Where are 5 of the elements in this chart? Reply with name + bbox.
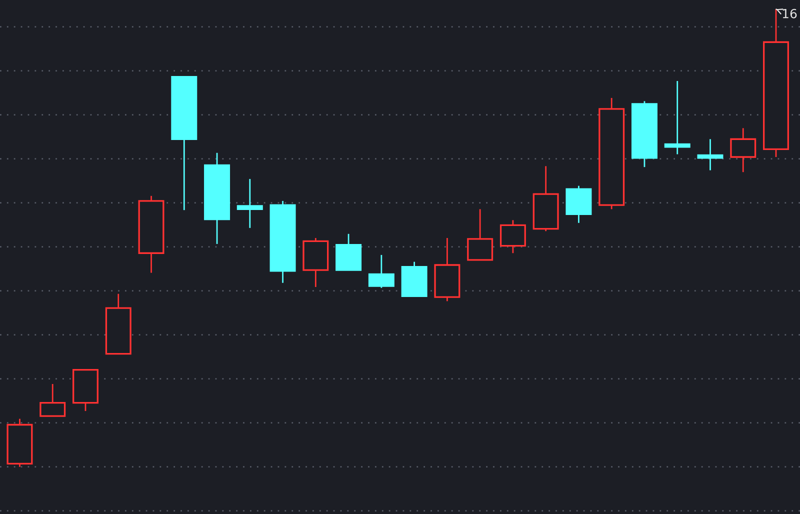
candlestick — [236, 178, 263, 229]
candlestick — [697, 138, 724, 171]
annotation: 16 — [782, 8, 797, 18]
candlestick — [204, 152, 230, 245]
candlestick — [730, 127, 756, 173]
